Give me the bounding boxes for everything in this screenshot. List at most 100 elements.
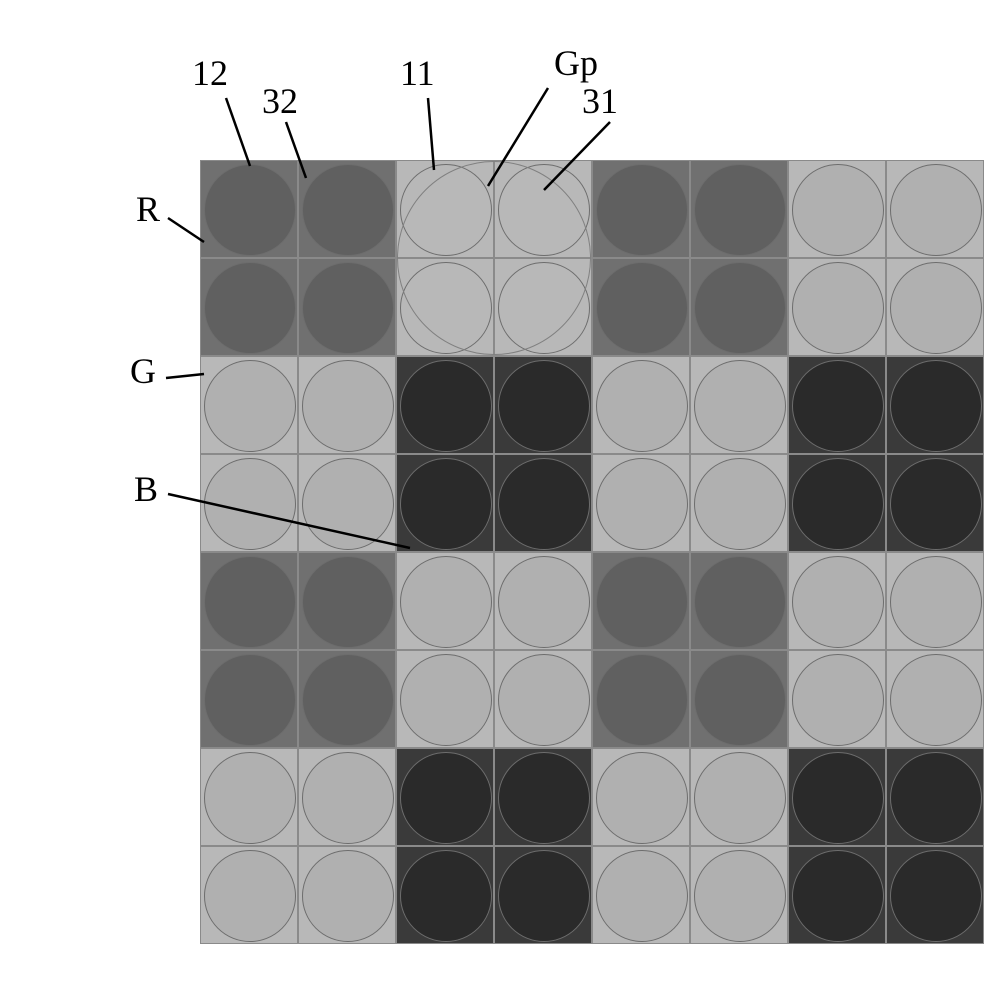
microlens-circle [792,458,884,550]
cell [690,258,788,356]
microlens-circle [204,556,296,648]
microlens-circle [204,752,296,844]
cell [886,356,984,454]
microlens-circle [694,752,786,844]
microlens-circle [302,164,394,256]
cell [788,552,886,650]
cell [200,846,298,944]
microlens-circle [596,556,688,648]
label-lR: R [136,188,160,230]
microlens-circle [890,262,982,354]
microlens-circle [792,850,884,942]
cell [886,552,984,650]
microlens-circle [694,360,786,452]
microlens-circle [498,556,590,648]
cell [494,846,592,944]
cell [690,160,788,258]
microlens-circle [890,654,982,746]
microlens-circle [596,458,688,550]
microlens-circle [596,360,688,452]
microlens-circle [204,850,296,942]
microlens-circle [694,262,786,354]
label-l32: 32 [262,80,298,122]
microlens-circle [694,556,786,648]
cell [886,748,984,846]
cell [592,160,690,258]
microlens-circle [204,164,296,256]
cell [886,160,984,258]
cell [592,650,690,748]
cell [200,356,298,454]
microlens-circle [694,458,786,550]
cell [494,454,592,552]
cell [690,846,788,944]
microlens-circle [498,850,590,942]
cell [690,748,788,846]
microlens-circle [302,752,394,844]
label-lB: B [134,468,158,510]
cell [886,650,984,748]
cell [200,650,298,748]
microlens-circle [302,262,394,354]
microlens-circle [400,360,492,452]
cell [886,258,984,356]
cell [788,356,886,454]
cell [886,454,984,552]
cell [396,356,494,454]
cell [494,650,592,748]
cell [396,650,494,748]
cell [298,748,396,846]
microlens-circle [498,752,590,844]
microlens-circle [204,262,296,354]
microlens-circle [596,164,688,256]
microlens-circle [302,458,394,550]
microlens-circle [792,164,884,256]
microlens-circle [596,752,688,844]
microlens-circle [596,850,688,942]
cell [298,160,396,258]
microlens-circle [694,850,786,942]
label-l31: 31 [582,80,618,122]
cell [298,454,396,552]
label-l11: 11 [400,52,435,94]
cell [592,846,690,944]
cell [592,748,690,846]
cell [396,748,494,846]
cell [592,356,690,454]
cell [298,552,396,650]
microlens-circle [792,752,884,844]
label-lG: G [130,350,156,392]
microlens-circle [204,654,296,746]
microlens-circle [400,654,492,746]
microlens-circle [400,752,492,844]
cell [200,258,298,356]
microlens-circle [302,850,394,942]
microlens-circle [890,360,982,452]
cell [396,552,494,650]
microlens-circle [792,262,884,354]
pixel-grid [200,160,984,944]
microlens-circle [498,360,590,452]
cell [298,846,396,944]
microlens-circle [694,164,786,256]
microlens-circle [596,262,688,354]
microlens-circle [890,556,982,648]
cell [592,552,690,650]
microlens-circle [792,654,884,746]
microlens-circle [890,752,982,844]
microlens-circle [498,458,590,550]
cell [788,454,886,552]
microlens-circle [498,654,590,746]
cell [396,846,494,944]
cell [788,258,886,356]
cell [690,650,788,748]
label-l12: 12 [192,52,228,94]
cell [298,650,396,748]
cell [788,160,886,258]
cell [200,552,298,650]
microlens-circle [400,458,492,550]
microlens-circle [890,850,982,942]
cell [200,748,298,846]
cell [690,454,788,552]
microlens-circle [596,654,688,746]
